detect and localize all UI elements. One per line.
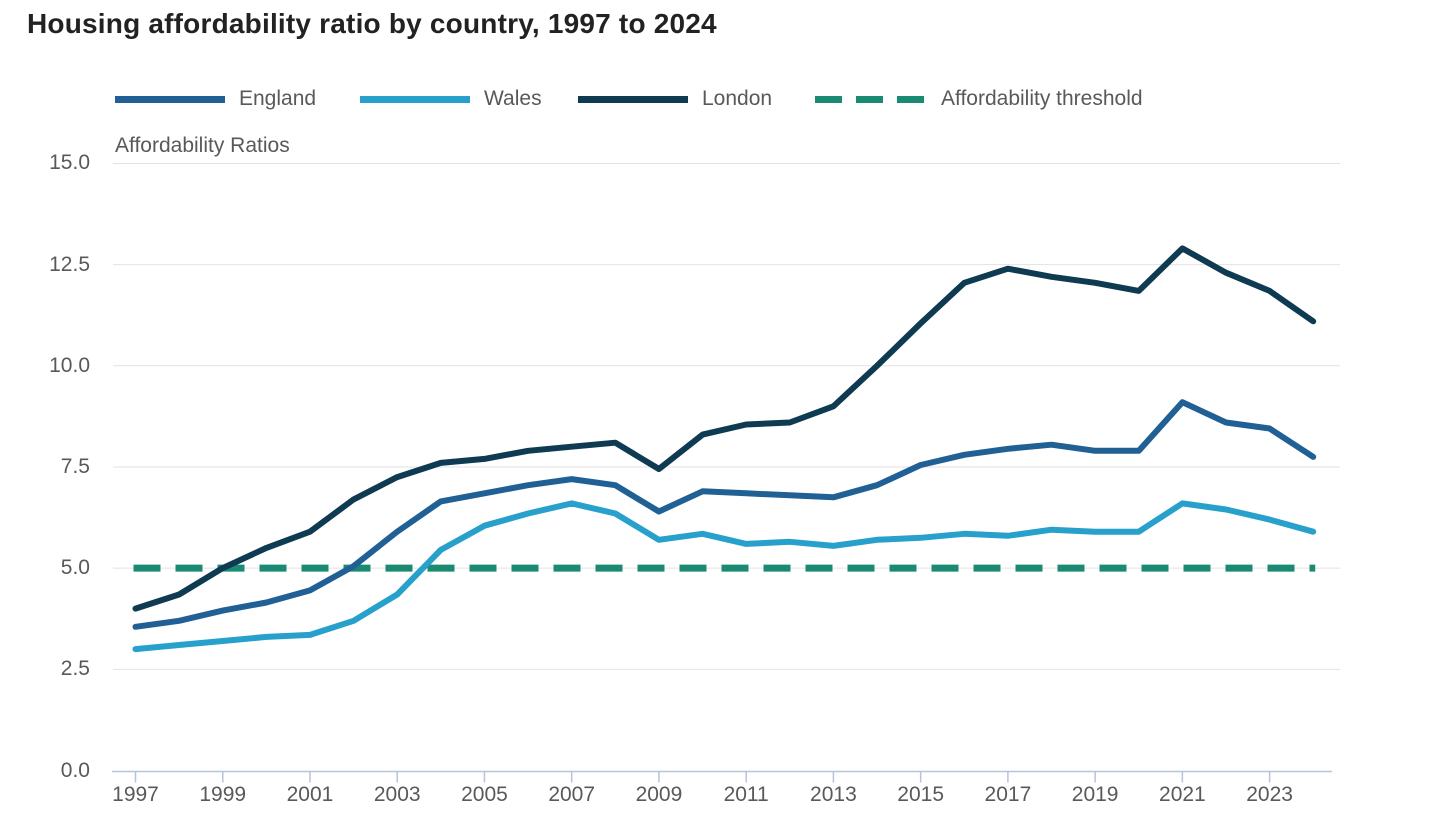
x-axis-tick-label: 2017 [984,783,1032,806]
x-axis-tick-label: 2013 [810,783,857,806]
london-line-swatch [578,95,688,103]
legend-label-wales: Wales [484,87,542,110]
y-axis-tick-label: 15.0 [49,151,90,175]
wales-line-swatch [360,95,470,103]
x-axis-tick-label: 2007 [548,783,596,806]
series-line-england [132,399,1317,630]
x-axis-tick-label: 2021 [1159,783,1206,806]
x-axis-tick-label: 2003 [373,783,421,806]
y-axis-tick-label: 5.0 [60,556,90,580]
x-axis-tick-label: 2009 [635,783,683,806]
x-axis-tick-label: 2019 [1071,783,1119,806]
x-axis-tick-label: 2001 [286,783,334,806]
x-axis-tick-label: 1997 [112,783,159,806]
series-line-wales [132,500,1317,653]
legend-label-england: England [239,87,317,110]
legend-item-wales: Wales [360,86,542,112]
x-axis-tick-label: 2023 [1246,783,1293,806]
legend-label-london: London [702,87,773,110]
legend-item-london: London [578,86,772,112]
legend-item-england: England [115,86,316,112]
y-axis-title: Affordability Ratios [115,134,290,157]
y-axis-tick-label: 12.5 [49,252,90,276]
series-line-london [132,245,1317,612]
y-axis-tick-label: 2.5 [60,657,90,681]
y-axis-tick-label: 7.5 [60,454,90,478]
legend-item-threshold: Affordability threshold [815,86,1143,112]
x-axis-tick-label: 1999 [199,783,247,806]
y-axis-tick-label: 10.0 [49,353,90,377]
chart-title: Housing affordability ratio by country, … [27,8,717,39]
x-axis-tick-label: 2011 [723,783,769,806]
england-line-swatch [115,95,225,103]
legend-label-threshold: Affordability threshold [941,87,1143,110]
x-axis-tick-label: 2005 [461,783,508,806]
threshold-dashed-swatch [815,95,927,103]
x-axis-tick-label: 2015 [897,783,945,806]
y-axis-tick-label: 0.0 [60,758,90,782]
